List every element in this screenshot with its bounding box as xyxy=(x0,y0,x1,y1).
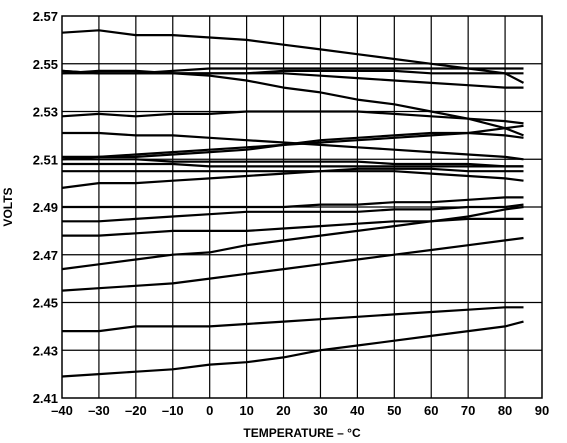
series-line xyxy=(61,205,524,271)
series-line xyxy=(62,170,524,182)
y-tick-label: 2.51 xyxy=(33,152,58,167)
x-tick-label: –10 xyxy=(162,403,184,418)
x-tick-label: 20 xyxy=(276,403,290,418)
series-line xyxy=(62,196,524,209)
y-tick-label: 2.55 xyxy=(33,57,58,72)
series-line xyxy=(62,306,524,333)
x-tick-label: 60 xyxy=(424,403,438,418)
y-tick-label: 2.49 xyxy=(33,200,58,215)
y-tick-labels: 2.57 2.55 2.53 2.51 2.49 2.47 2.45 2.43 2.41 xyxy=(33,9,58,406)
series-line xyxy=(61,236,524,292)
series-line xyxy=(61,110,524,125)
x-tick-labels: –40 –30 –20 –10 0 10 20 30 40 50 60 70 80 90 xyxy=(51,403,549,418)
x-tick-label: 50 xyxy=(387,403,401,418)
series-line xyxy=(62,217,524,237)
y-tick-label: 2.41 xyxy=(33,391,58,406)
y-tick-label: 2.53 xyxy=(33,105,58,120)
x-tick-label: 40 xyxy=(350,403,364,418)
series-line xyxy=(62,203,524,223)
y-tick-label: 2.57 xyxy=(33,9,58,24)
y-tick-label: 2.43 xyxy=(33,343,58,358)
series-line xyxy=(61,69,524,75)
x-axis-title: TEMPERATURE – °C xyxy=(243,426,361,440)
series-line xyxy=(61,29,525,84)
x-tick-label: 70 xyxy=(461,403,475,418)
series-lines xyxy=(61,29,525,378)
x-tick-label: –30 xyxy=(88,403,110,418)
series-line xyxy=(62,158,524,168)
series-line xyxy=(61,69,524,137)
series-line xyxy=(61,131,524,161)
y-tick-label: 2.47 xyxy=(33,248,58,263)
x-tick-label: –40 xyxy=(51,403,73,418)
y-tick-label: 2.45 xyxy=(33,296,58,311)
series-line xyxy=(62,162,524,168)
x-tick-label: 10 xyxy=(239,403,253,418)
series-line xyxy=(61,320,524,378)
plot-frame xyxy=(61,15,543,399)
x-tick-label: 0 xyxy=(206,403,213,418)
x-tick-label: 90 xyxy=(535,403,549,418)
x-tick-label: –20 xyxy=(125,403,147,418)
series-line xyxy=(62,124,524,158)
x-tick-label: 80 xyxy=(498,403,512,418)
series-line xyxy=(61,167,524,189)
x-tick-label: 30 xyxy=(313,403,327,418)
y-axis-title: VOLTS xyxy=(1,187,15,226)
